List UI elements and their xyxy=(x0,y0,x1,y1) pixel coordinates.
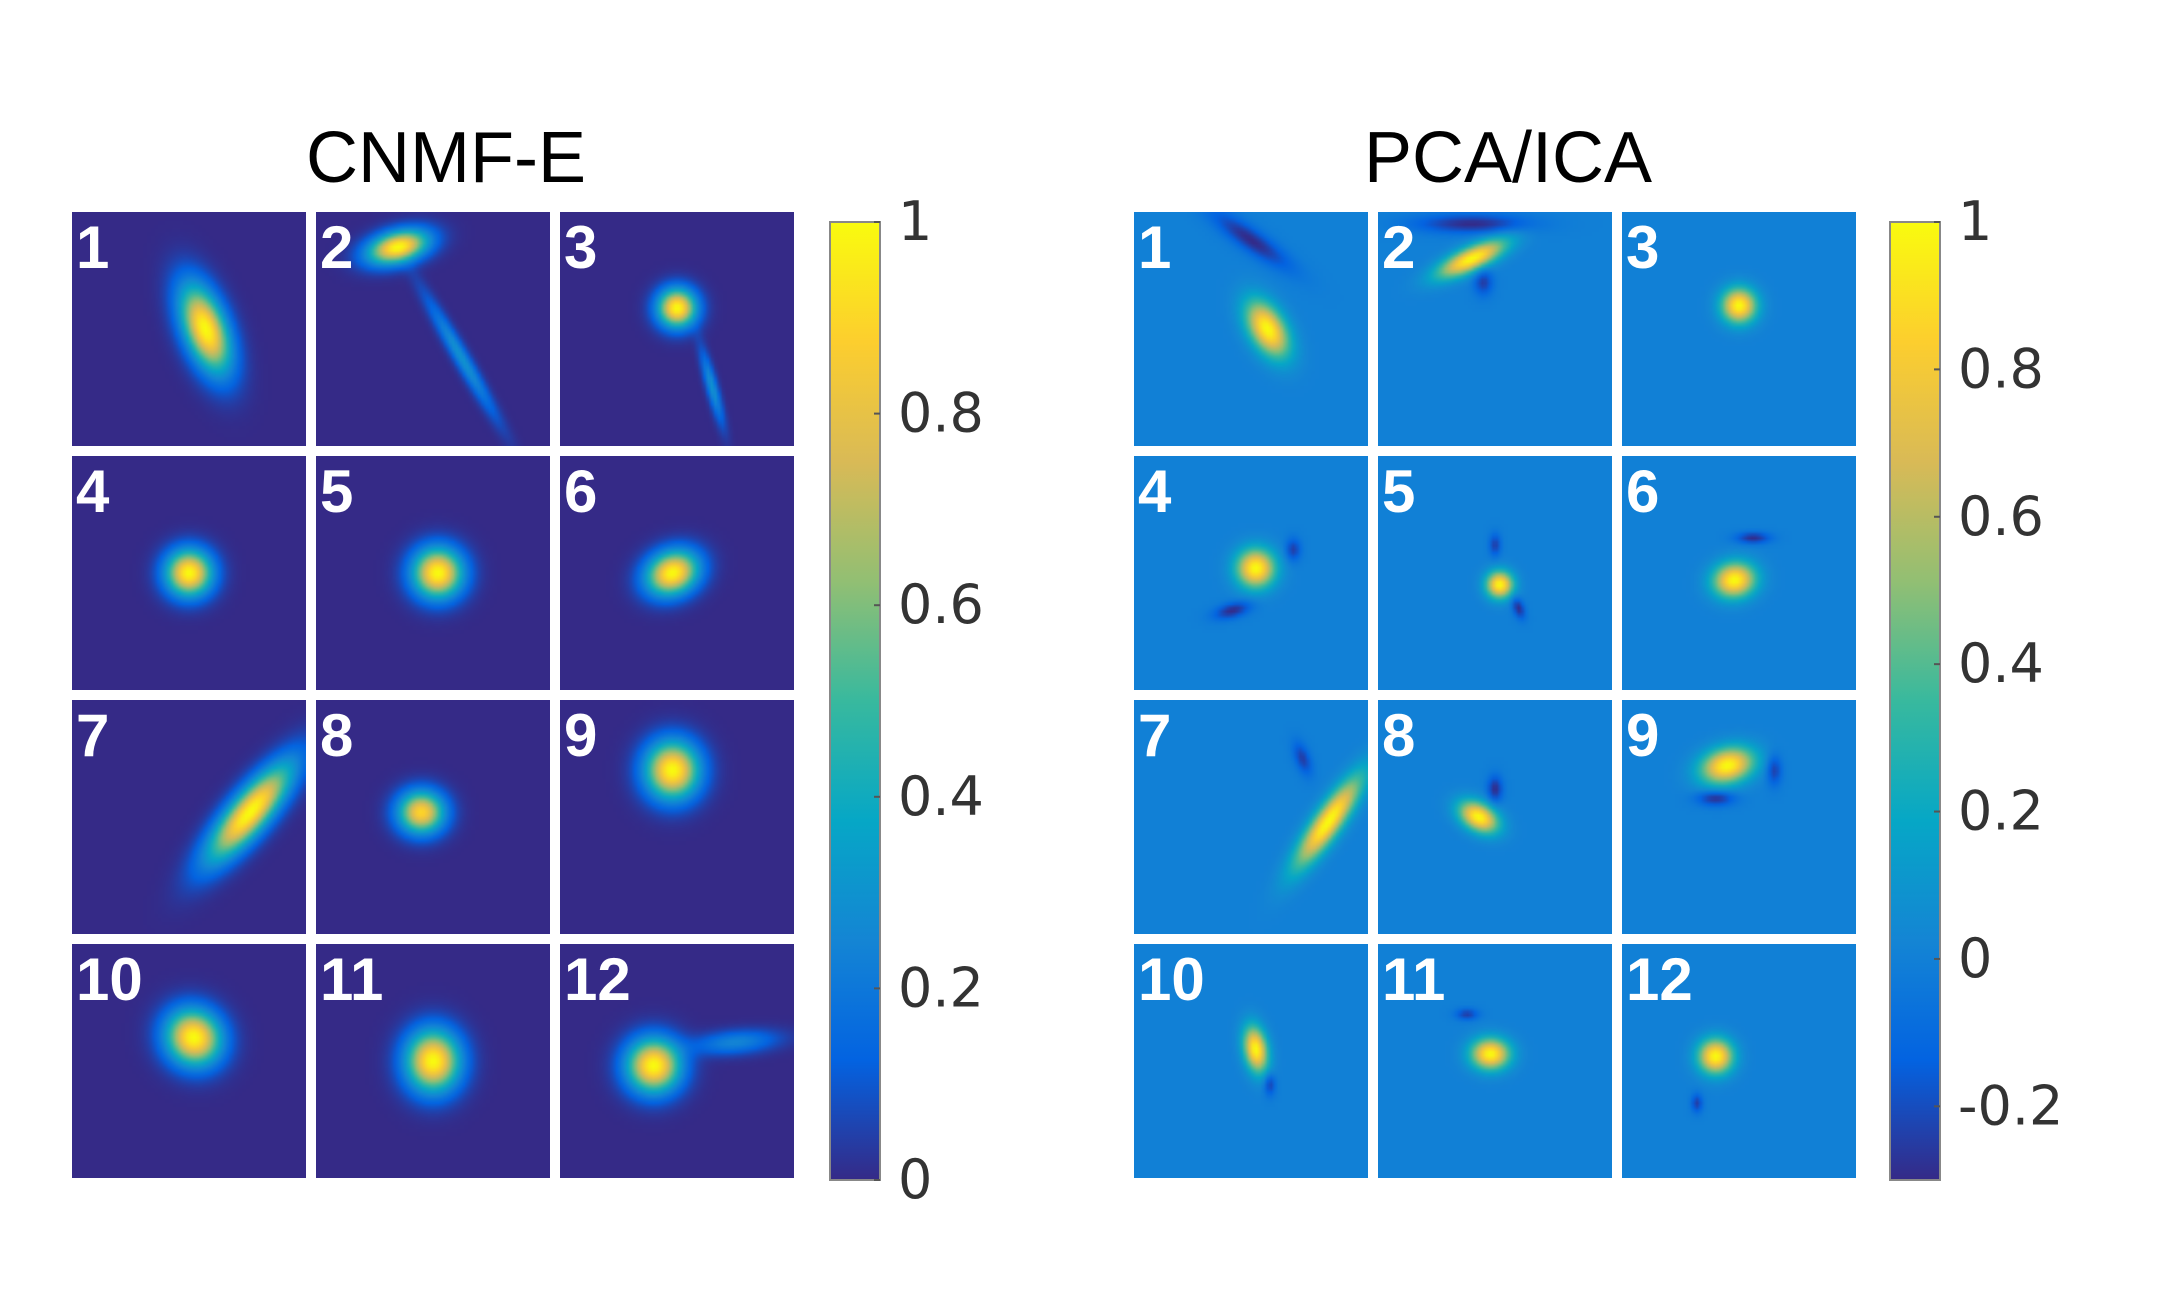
colorbar-tick-label: -0.2 xyxy=(1958,1074,2063,1137)
tile-grid: 1 2 34 5 67 8 910 11 12 xyxy=(1134,212,1856,1178)
tile-label: 3 xyxy=(564,214,597,281)
heatmap-image xyxy=(1378,700,1612,934)
tile-label: 3 xyxy=(1626,214,1659,281)
heatmap-image xyxy=(1622,944,1856,1178)
heatmap-tile: 11 xyxy=(316,944,550,1178)
tile-label: 12 xyxy=(1626,946,1693,1013)
tile-label: 5 xyxy=(1382,458,1415,525)
tile-label: 10 xyxy=(76,946,143,1013)
heatmap-tile: 4 xyxy=(1134,456,1368,690)
heatmap-tile: 7 xyxy=(72,700,306,934)
heatmap-image xyxy=(1134,456,1368,690)
tile-label: 7 xyxy=(76,702,109,769)
tile-label: 9 xyxy=(1626,702,1659,769)
heatmap-image xyxy=(1378,944,1612,1178)
heatmap-image xyxy=(1378,212,1612,446)
colorbar-tick-label: 0.6 xyxy=(898,573,984,636)
heatmap-tile: 6 xyxy=(1622,456,1856,690)
colorbar: 0 0.2 0.4 0.6 0.8 1 xyxy=(829,190,984,1211)
heatmap-image xyxy=(1622,212,1856,446)
panel-title: CNMF-E xyxy=(306,118,586,198)
heatmap-tile: 7 xyxy=(1134,700,1368,934)
colorbar-ticks: -0.2 0 0.2 0.4 0.6 0.8 1 xyxy=(1934,190,2063,1137)
colorbar-tick-label: 1 xyxy=(898,190,932,253)
heatmap-tile: 2 xyxy=(1378,212,1612,446)
panel-title: PCA/ICA xyxy=(1364,118,1652,198)
heatmap-tile: 9 xyxy=(1622,700,1856,934)
heatmap-tile: 12 xyxy=(1622,944,1856,1178)
heatmap-tile: 1 xyxy=(72,212,306,446)
tile-label: 4 xyxy=(76,458,110,525)
colorbar-tick-label: 0 xyxy=(898,1148,932,1211)
colorbar-tick-label: 0.8 xyxy=(1958,337,2044,400)
heatmap-tile: 11 xyxy=(1378,944,1612,1178)
colorbar-tick-label: 1 xyxy=(1958,190,1992,253)
heatmap-image xyxy=(72,212,306,446)
heatmap-tile: 6 xyxy=(560,456,794,690)
tile-label: 6 xyxy=(564,458,597,525)
tile-grid: 1 2 34 5 67 8 910 11 12 xyxy=(72,212,794,1178)
tile-label: 8 xyxy=(320,702,353,769)
heatmap-image xyxy=(1622,456,1856,690)
colorbar-tick-label: 0.2 xyxy=(898,956,984,1019)
heatmap-tile: 10 xyxy=(1134,944,1368,1178)
colorbar-tick-label: 0.2 xyxy=(1958,780,2044,843)
tile-label: 1 xyxy=(76,214,109,281)
tile-label: 8 xyxy=(1382,702,1415,769)
heatmap-image xyxy=(560,456,794,690)
colorbar-tick-label: 0 xyxy=(1958,927,1992,990)
tile-label: 9 xyxy=(564,702,597,769)
heatmap-image xyxy=(316,700,550,934)
colorbar-gradient xyxy=(1889,221,1941,1181)
colorbar-tick-label: 0.8 xyxy=(898,382,984,445)
heatmap-image xyxy=(316,212,550,446)
heatmap-image xyxy=(1134,944,1368,1178)
colorbar-gradient xyxy=(829,221,881,1181)
tile-label: 10 xyxy=(1138,946,1205,1013)
tile-label: 11 xyxy=(320,946,383,1013)
heatmap-tile: 8 xyxy=(316,700,550,934)
heatmap-tile: 3 xyxy=(560,212,794,446)
tile-label: 11 xyxy=(1382,946,1445,1013)
heatmap-tile: 2 xyxy=(316,212,550,446)
tile-label: 7 xyxy=(1138,702,1171,769)
tile-label: 5 xyxy=(320,458,353,525)
tile-label: 2 xyxy=(1382,214,1415,281)
heatmap-image xyxy=(1378,456,1612,690)
heatmap-image xyxy=(72,700,306,934)
heatmap-tile: 4 xyxy=(72,456,306,690)
heatmap-tile: 5 xyxy=(316,456,550,690)
colorbar-tick-label: 0.4 xyxy=(898,765,984,828)
heatmap-image xyxy=(72,944,306,1178)
heatmap-image xyxy=(1622,700,1856,934)
colorbar: -0.2 0 0.2 0.4 0.6 0.8 1 xyxy=(1889,190,2063,1181)
tile-label: 1 xyxy=(1138,214,1171,281)
heatmap-image xyxy=(316,944,550,1178)
heatmap-image xyxy=(1134,700,1368,934)
heatmap-image xyxy=(560,212,794,446)
heatmap-tile: 8 xyxy=(1378,700,1612,934)
heatmap-tile: 3 xyxy=(1622,212,1856,446)
colorbar-tick-label: 0.6 xyxy=(1958,485,2044,548)
heatmap-image xyxy=(1134,212,1368,446)
heatmap-image xyxy=(72,456,306,690)
colorbar-ticks: 0 0.2 0.4 0.6 0.8 1 xyxy=(874,190,984,1211)
heatmap-tile: 10 xyxy=(72,944,306,1178)
tile-label: 6 xyxy=(1626,458,1659,525)
tile-label: 4 xyxy=(1138,458,1172,525)
tile-label: 12 xyxy=(564,946,631,1013)
heatmap-tile: 12 xyxy=(560,944,794,1178)
heatmap-image xyxy=(560,700,794,934)
panel-cnmfe: CNMF-E 1 2 34 5 67 8 910 11 12 00.20.40.60.81 xyxy=(72,118,984,1211)
tile-label: 2 xyxy=(320,214,353,281)
heatmap-image xyxy=(316,456,550,690)
heatmap-tile: 5 xyxy=(1378,456,1612,690)
heatmap-tile: 1 xyxy=(1134,212,1368,446)
panel-pcaica: PCA/ICA 1 2 34 5 67 8 910 11 12 -0.200.20.40.60.… xyxy=(1134,118,2063,1181)
heatmap-tile: 9 xyxy=(560,700,794,934)
heatmap-image xyxy=(560,944,794,1178)
colorbar-tick-label: 0.4 xyxy=(1958,632,2044,695)
